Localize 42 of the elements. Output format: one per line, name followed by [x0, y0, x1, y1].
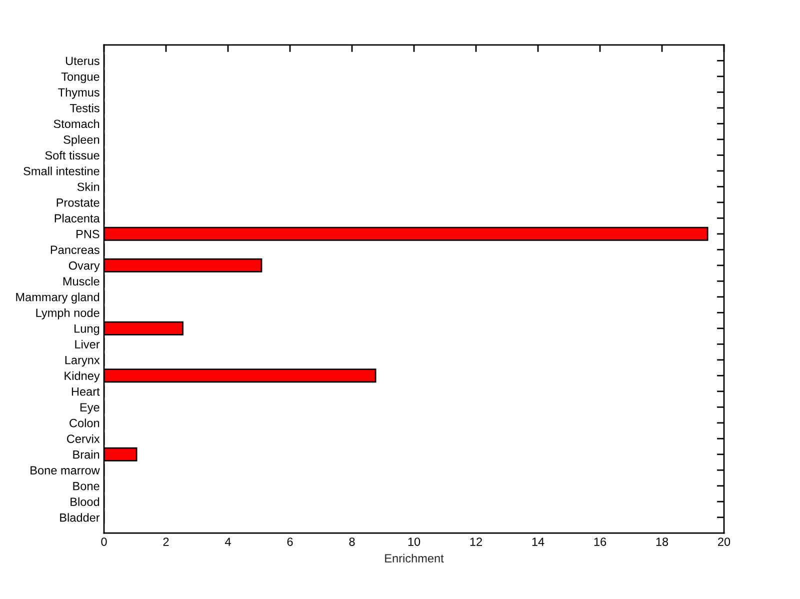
x-tick-label: 0	[101, 538, 107, 546]
x-tick-label: 16	[594, 538, 606, 546]
x-tick-label: 18	[656, 538, 668, 546]
y-tick-label: Placenta	[54, 214, 100, 223]
x-tick-label: 10	[408, 538, 420, 546]
y-tick-label: Muscle	[63, 276, 100, 286]
y-tick-label: Stomach	[54, 119, 100, 128]
x-tick-label: 8	[349, 538, 355, 546]
y-tick-label: Tongue	[61, 72, 100, 84]
y-tick-label: Heart	[72, 388, 100, 396]
y-tick-label: Skin	[77, 182, 100, 192]
y-tick-label: Lymph node	[36, 308, 100, 320]
y-tick-label: Larynx	[65, 356, 100, 367]
x-tick-label: 20	[718, 538, 730, 546]
y-tick-label: Thymus	[58, 88, 100, 99]
x-tick-label: 12	[470, 538, 482, 546]
y-tick-label: Prostate	[56, 198, 100, 207]
x-tick-label: 14	[532, 538, 544, 546]
y-tick-label: Small intestine	[24, 166, 100, 176]
x-tick-label: 4	[224, 538, 231, 546]
x-axis-title: Enrichment	[385, 554, 444, 563]
y-tick-label: Mammary gland	[16, 292, 100, 304]
y-tick-label: Testis	[70, 104, 100, 112]
y-tick-label: Brain	[73, 450, 100, 459]
y-tick-label: Soft tissue	[45, 150, 100, 160]
y-tick-label: Blood	[70, 497, 100, 506]
y-tick-label: Kidney	[64, 371, 100, 382]
y-tick-label: Uterus	[66, 56, 100, 66]
y-tick-label: Spleen	[64, 135, 100, 146]
x-tick-label: 2	[163, 538, 169, 546]
x-tick-label: 6	[287, 538, 293, 546]
y-tick-label: Bone marrow	[30, 466, 100, 475]
y-tick-label: Cervix	[66, 434, 100, 444]
y-tick-label: Bladder	[60, 513, 100, 522]
y-tick-label: Liver	[75, 340, 100, 349]
y-tick-label: Lung	[74, 324, 100, 336]
y-tick-label: Eye	[80, 403, 100, 414]
y-tick-label: Bone	[73, 482, 100, 490]
y-tick-label: Ovary	[68, 261, 100, 272]
y-tick-label: Colon	[70, 418, 100, 428]
y-tick-label: Pancreas	[50, 246, 100, 254]
y-tick-label: PNS	[76, 230, 100, 238]
